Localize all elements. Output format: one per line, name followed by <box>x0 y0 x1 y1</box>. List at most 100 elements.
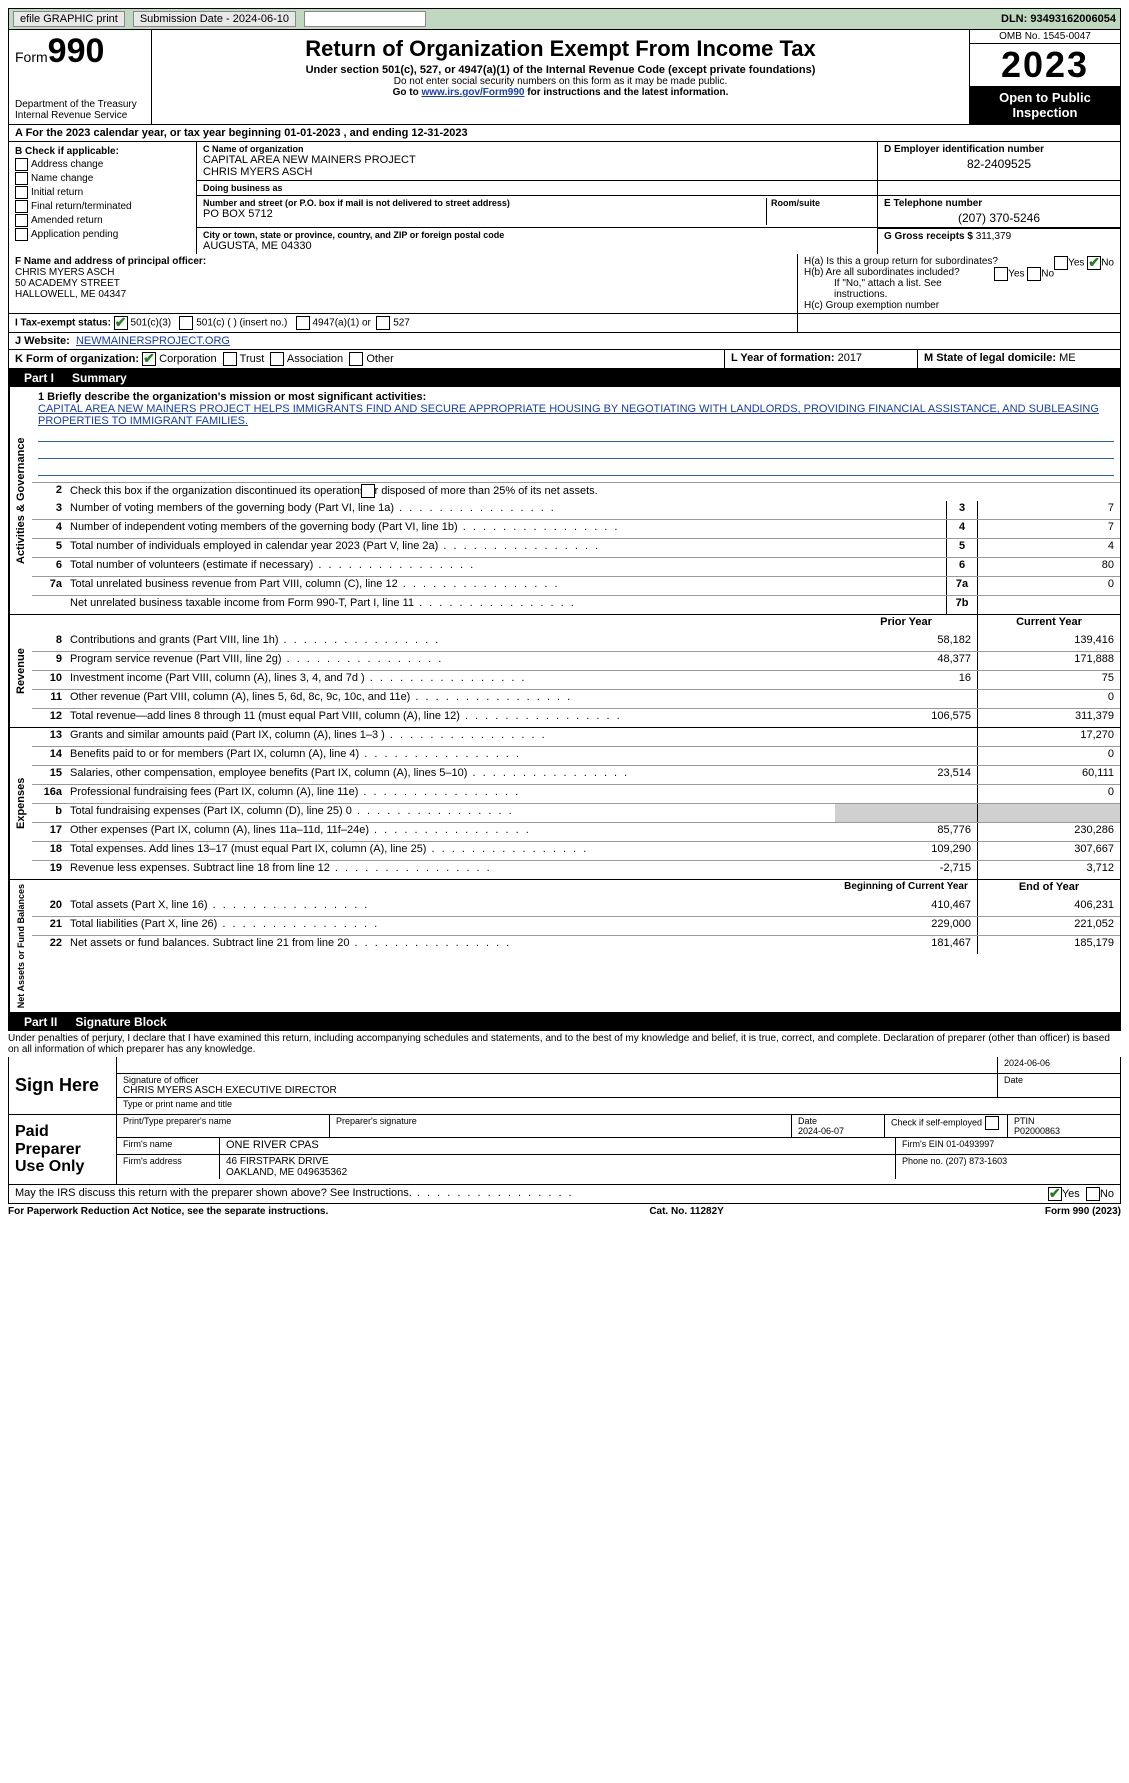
street-label: Number and street (or P.O. box if mail i… <box>203 198 766 208</box>
ha-yes[interactable] <box>1054 256 1068 270</box>
table-row: 14Benefits paid to or for members (Part … <box>32 746 1120 765</box>
cb-address-change[interactable]: Address change <box>15 158 190 171</box>
hb-no[interactable] <box>1027 267 1041 281</box>
cb-501c3[interactable] <box>114 316 128 330</box>
table-row: 5Total number of individuals employed in… <box>32 538 1120 557</box>
firm-name: ONE RIVER CPAS <box>220 1138 896 1154</box>
dba-label: Doing business as <box>203 183 871 193</box>
table-row: 3Number of voting members of the governi… <box>32 501 1120 519</box>
cb-trust[interactable] <box>223 352 237 366</box>
officer-city: HALLOWELL, ME 04347 <box>15 289 791 300</box>
block-bcd: B Check if applicable: Address change Na… <box>8 142 1121 254</box>
sign-here-label: Sign Here <box>9 1057 117 1114</box>
cb-assoc[interactable] <box>270 352 284 366</box>
form-subtitle: Under section 501(c), 527, or 4947(a)(1)… <box>160 64 961 76</box>
city-label: City or town, state or province, country… <box>203 230 871 240</box>
prep-date: 2024-06-07 <box>798 1126 844 1136</box>
table-row: 21Total liabilities (Part X, line 26)229… <box>32 916 1120 935</box>
perjury-statement: Under penalties of perjury, I declare th… <box>8 1031 1121 1057</box>
officer-label: F Name and address of principal officer: <box>15 256 791 267</box>
city-value: AUGUSTA, ME 04330 <box>203 240 871 252</box>
h-b-note: If "No," attach a list. See instructions… <box>804 278 1114 300</box>
ptin: P02000863 <box>1014 1126 1060 1136</box>
section-a-period: A For the 2023 calendar year, or tax yea… <box>8 125 1121 142</box>
cb-4947[interactable] <box>296 316 310 330</box>
table-row: bTotal fundraising expenses (Part IX, co… <box>32 803 1120 822</box>
firm-ein: 01-0493997 <box>946 1139 994 1149</box>
cb-corp[interactable] <box>142 352 156 366</box>
table-row: 18Total expenses. Add lines 13–17 (must … <box>32 841 1120 860</box>
officer-street: 50 ACADEMY STREET <box>15 278 791 289</box>
row-i: I Tax-exempt status: 501(c)(3) 501(c) ( … <box>8 314 1121 333</box>
cb-527[interactable] <box>376 316 390 330</box>
table-row: 9Program service revenue (Part VIII, lin… <box>32 651 1120 670</box>
side-na: Net Assets or Fund Balances <box>9 880 32 1012</box>
table-row: 7aTotal unrelated business revenue from … <box>32 576 1120 595</box>
hb-yes[interactable] <box>994 267 1008 281</box>
table-row: 20Total assets (Part X, line 16)410,4674… <box>32 898 1120 916</box>
firm-addr1: 46 FIRSTPARK DRIVE <box>226 1156 889 1167</box>
form-number: Form990 <box>15 32 145 71</box>
table-row: 19Revenue less expenses. Subtract line 1… <box>32 860 1120 879</box>
cb-final-return[interactable]: Final return/terminated <box>15 200 190 213</box>
dept-treasury: Department of the Treasury Internal Reve… <box>15 99 145 121</box>
org-name: CAPITAL AREA NEW MAINERS PROJECT CHRIS M… <box>203 154 871 178</box>
room-label: Room/suite <box>771 198 871 208</box>
discuss-no[interactable] <box>1086 1187 1100 1201</box>
cb-discontinued[interactable] <box>361 484 375 498</box>
self-employed-check[interactable]: Check if self-employed <box>885 1115 1008 1137</box>
table-row: 8Contributions and grants (Part VIII, li… <box>32 633 1120 651</box>
org-name-label: C Name of organization <box>203 144 871 154</box>
table-row: 17Other expenses (Part IX, column (A), l… <box>32 822 1120 841</box>
form-title: Return of Organization Exempt From Incom… <box>160 36 961 62</box>
rev-section: Revenue Prior Year Current Year 8Contrib… <box>8 615 1121 728</box>
cb-name-change[interactable]: Name change <box>15 172 190 185</box>
efile-button[interactable]: efile GRAPHIC print <box>13 11 125 27</box>
tel-value: (207) 370-5246 <box>884 211 1114 225</box>
side-gov: Activities & Governance <box>9 387 32 614</box>
ein-label: D Employer identification number <box>884 144 1114 155</box>
ein-value: 82-2409525 <box>884 157 1114 171</box>
cb-501c[interactable] <box>179 316 193 330</box>
state-domicile: ME <box>1059 352 1076 364</box>
firm-phone: (207) 873-1603 <box>946 1156 1008 1166</box>
row-j: J Website: NEWMAINERSPROJECT.ORG <box>8 333 1121 350</box>
gross-label: G Gross receipts $ <box>884 231 973 242</box>
gov-section: Activities & Governance 1 Briefly descri… <box>8 387 1121 615</box>
cb-amended-return[interactable]: Amended return <box>15 214 190 227</box>
sig-date: 2024-06-06 <box>998 1057 1120 1073</box>
discuss-yes[interactable] <box>1048 1187 1062 1201</box>
form-ref: Form 990 (2023) <box>1045 1206 1121 1217</box>
table-row: 22Net assets or fund balances. Subtract … <box>32 935 1120 954</box>
side-exp: Expenses <box>9 728 32 879</box>
cb-other[interactable] <box>349 352 363 366</box>
top-bar: efile GRAPHIC print Submission Date - 20… <box>8 8 1121 30</box>
ha-no[interactable] <box>1087 256 1101 270</box>
current-year-hdr: Current Year <box>978 615 1120 633</box>
prior-year-hdr: Prior Year <box>835 615 978 633</box>
blank-field <box>304 11 426 27</box>
tax-year: 2023 <box>970 44 1120 86</box>
goto-note: Go to www.irs.gov/Form990 for instructio… <box>160 87 961 98</box>
form-header: Form990 Department of the Treasury Inter… <box>8 30 1121 125</box>
cb-app-pending[interactable]: Application pending <box>15 228 190 241</box>
officer-sig: CHRIS MYERS ASCH EXECUTIVE DIRECTOR <box>123 1085 991 1096</box>
row-fh: F Name and address of principal officer:… <box>8 254 1121 314</box>
na-prior-hdr: Beginning of Current Year <box>835 880 978 898</box>
table-row: 10Investment income (Part VIII, column (… <box>32 670 1120 689</box>
table-row: 13Grants and similar amounts paid (Part … <box>32 728 1120 746</box>
mission-label: 1 Briefly describe the organization's mi… <box>38 391 1114 403</box>
cat-no: Cat. No. 11282Y <box>649 1206 723 1217</box>
street-value: PO BOX 5712 <box>203 208 766 220</box>
row-klm: K Form of organization: Corporation Trus… <box>8 350 1121 369</box>
website-link[interactable]: NEWMAINERSPROJECT.ORG <box>76 335 230 347</box>
paid-preparer-label: Paid Preparer Use Only <box>9 1115 117 1184</box>
officer-name: CHRIS MYERS ASCH <box>15 267 791 278</box>
omb-no: OMB No. 1545-0047 <box>970 30 1120 44</box>
table-row: 16aProfessional fundraising fees (Part I… <box>32 784 1120 803</box>
exp-section: Expenses 13Grants and similar amounts pa… <box>8 728 1121 880</box>
irs-link[interactable]: www.irs.gov/Form990 <box>421 87 524 98</box>
cb-initial-return[interactable]: Initial return <box>15 186 190 199</box>
part2-header: Part IISignature Block <box>8 1013 1121 1031</box>
col-b-checkboxes: B Check if applicable: Address change Na… <box>9 142 197 254</box>
